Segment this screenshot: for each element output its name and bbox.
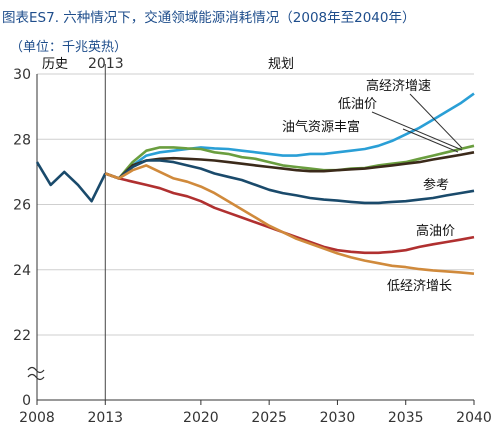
annotation-label: 高油价 (416, 223, 455, 239)
chart-title: 图表ES7. 六种情况下，交通领域能源消耗情况（2008年至2040年） (2, 10, 416, 26)
y-tick-label: 26 (13, 198, 31, 214)
projection-label: 规划 (268, 57, 294, 72)
chart-unit: （单位：千兆英热） (10, 40, 128, 55)
series-line-low-oil-price (104, 144, 475, 180)
annotation-leader-line (402, 128, 459, 153)
annotation-label: 油气资源丰富 (282, 119, 360, 135)
series-line-low-growth (104, 164, 475, 275)
series-line-reference (104, 159, 475, 205)
x-tick-label: 2040 (456, 410, 492, 426)
y-tick-label: 30 (13, 67, 31, 83)
x-tick-label: 2013 (87, 410, 123, 426)
x-tick-label: 2008 (19, 410, 55, 426)
annotation-label: 低经济增长 (387, 279, 452, 294)
annotation-label: 参考 (423, 177, 449, 193)
series-line-history (35, 161, 107, 203)
y-tick-label: 0 (22, 393, 31, 409)
y-tick-label: 22 (13, 328, 31, 344)
series-line-high-growth (104, 92, 475, 180)
x-tick-label: 2025 (251, 410, 287, 426)
annotation-leader-line (371, 111, 463, 151)
history-label: 历史 (42, 57, 68, 72)
annotation-label: 低油价 (338, 97, 377, 112)
annotation-label: 高经济增速 (366, 78, 431, 94)
series-line-high-oil-price (104, 172, 475, 255)
y-tick-label: 28 (13, 132, 31, 148)
annotation-leader-line (409, 93, 463, 149)
x-tick-label: 2030 (320, 410, 356, 426)
divider-year-label: 2013 (88, 56, 124, 72)
x-tick-label: 2020 (183, 410, 219, 426)
axis-break-icon (27, 366, 45, 381)
series-line-oil-gas-rich (104, 151, 475, 180)
x-tick-label: 2035 (388, 410, 424, 426)
y-tick-label: 24 (13, 263, 31, 279)
